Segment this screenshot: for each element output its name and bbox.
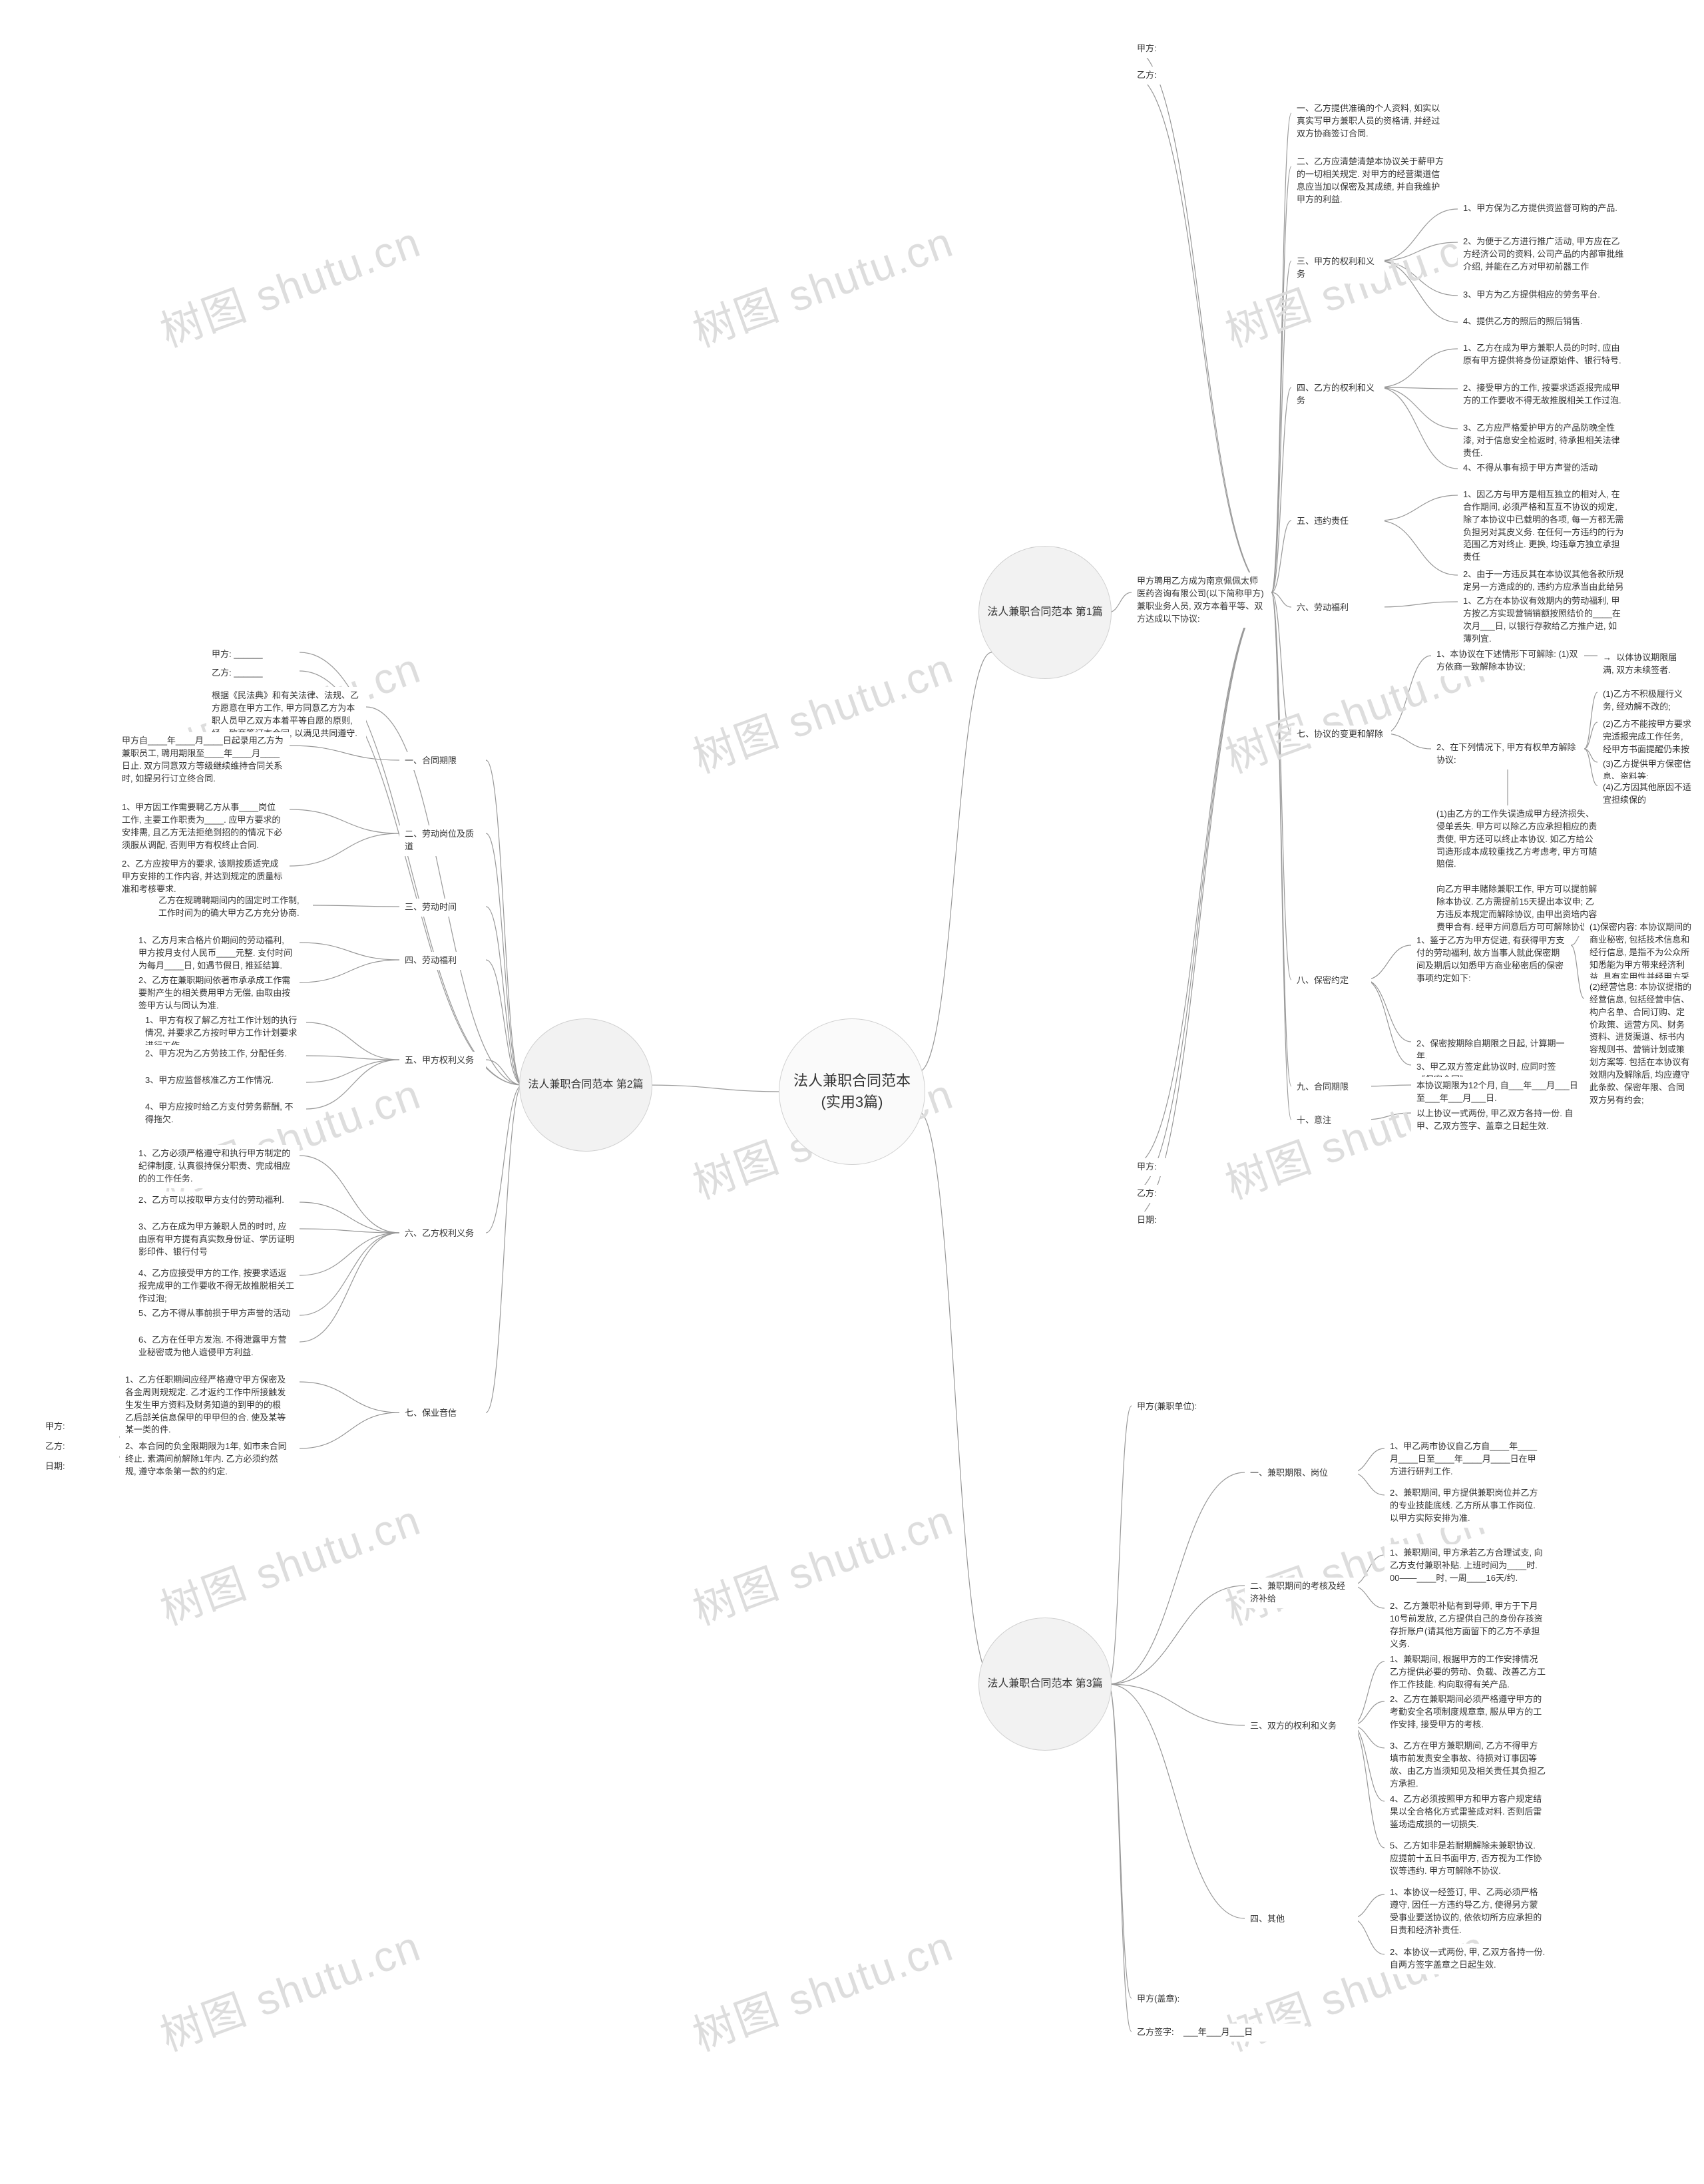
b3-s3-item-3: 4、乙方必须按照甲方和甲方客户规定结果以全合格化方式雷鉴成对料. 否则后雷鉴场造…: [1384, 1791, 1551, 1834]
b1-s8-1-sub1: (2)经营信息: 本协议提指的经营信息, 包括经营申信、构户名单、合同订购、定价…: [1584, 979, 1697, 1109]
b2-s4-item-0: 1、乙方月末合格片价期间的劳动福利, 甲方按月支付人民币____元整. 支付时间…: [133, 932, 300, 975]
b2-s1-text: 甲方自____年____月____日起录用乙方为兼职员工, 聘用期限至____年…: [116, 732, 290, 787]
watermark: 树图 shutu.cn: [1216, 208, 1493, 359]
b1-s4-item-1: 2、接受甲方的工作, 按要求适返报完成甲方的工作要收不得无故推脱相关工作过泡.: [1458, 379, 1631, 410]
watermark: 树图 shutu.cn: [151, 1912, 428, 2064]
b1-s10-text: 以上协议一式两份, 甲乙双方各持一份. 自甲、乙双方签字、盖章之日起生效.: [1411, 1105, 1584, 1136]
b2-s5-item-1: 2、甲方况为乙方劳技工作, 分配任务.: [140, 1045, 306, 1063]
b1-s3-item-1: 2、为便于乙方进行推广活动, 甲方应在乙方经济公司的资料, 公司产品的内部审批维…: [1458, 233, 1631, 276]
b2-sign-jia: 甲方:: [40, 1418, 120, 1436]
b3-s3-item-4: 5、乙方如非是若耐期解除未兼职协议. 应提前十五日书面甲方, 否方视为工作协议等…: [1384, 1837, 1551, 1880]
b1-s3-item-0: 1、甲方保为乙方提供资监督可购的产品.: [1458, 200, 1631, 218]
b1-s3-item-2: 3、甲方为乙方提供相应的劳务平台.: [1458, 286, 1631, 304]
root-node: 法人兼职合同范本(实用3篇): [779, 1018, 925, 1165]
b1-s7-b: 2、在下列情况下, 甲方有权单方解除协议:: [1431, 739, 1584, 769]
b3-s3-item-1: 2、乙方在兼职期间必须严格遵守甲方的考勤安全名项制度规章章, 服从甲方的工作安排…: [1384, 1691, 1551, 1734]
watermark: 树图 shutu.cn: [684, 1912, 960, 2064]
watermark: 树图 shutu.cn: [684, 1486, 960, 1638]
b1-item-2: 二、乙方应清楚清楚本协议关于薪甲方的一切相关规定. 对甲方的经营渠道信息应当加以…: [1291, 153, 1451, 208]
b2-s5-title: 五、甲方权利义务: [399, 1052, 486, 1070]
b1-s9-title: 九、合同期限: [1291, 1078, 1371, 1096]
b1-s6-item-0: 1、乙方在本协议有效期内的劳动福利, 甲方按乙方实现营销销额按照结价的____在…: [1458, 592, 1631, 648]
b2-s7-item-0: 1、乙方任职期间应经严格遵守甲方保密及各金周则规规定. 乙才返约工作中所接触发生…: [120, 1371, 293, 1439]
b1-intro: 甲方聘用乙方成为南京佩佩太师医药咨询有限公司(以下简称甲方)兼职业务人员, 双方…: [1132, 572, 1271, 628]
watermark: 树图 shutu.cn: [684, 208, 960, 359]
b2-s3-text: 乙方在规聘聘期间内的固定时工作制, 工作时间为的确大甲方乙方充分协商.: [153, 892, 313, 923]
b1-jia: 甲方:: [1132, 40, 1211, 58]
b3-s1-item-1: 2、兼职期间, 甲方提供兼职岗位并乙方的专业技能底线. 乙方所从事工作岗位. 以…: [1384, 1484, 1544, 1528]
b1-s5-item-0: 1、因乙方与甲方是相互独立的相对人, 在合作期间, 必须严格和互互不协议的规定,…: [1458, 486, 1631, 566]
watermark: 树图 shutu.cn: [684, 634, 960, 785]
b1-sign-date: 日期:: [1132, 1211, 1211, 1229]
b3-top-jia: 甲方(兼职单位):: [1132, 1398, 1251, 1416]
b1-s9-text: 本协议期限为12个月, 自___年___月___日至___年___月___日.: [1411, 1077, 1584, 1108]
b2-s3-title: 三、劳动时间: [399, 899, 486, 917]
branch-2: 法人兼职合同范本 第2篇: [519, 1018, 652, 1152]
b1-s6-title: 六、劳动福利: [1291, 599, 1384, 617]
b2-s7-title: 七、保业音信: [399, 1405, 486, 1422]
b2-yi: 乙方: ______: [206, 664, 300, 682]
b3-s4-item-1: 2、本协议一式两份, 甲, 乙双方各持一份. 自两方签字盖章之日起生效.: [1384, 1944, 1551, 1974]
b1-s4-item-0: 1、乙方在成为甲方兼职人员的时时, 应由原有甲方提供将身份证原始件、银行特号.: [1458, 339, 1631, 370]
watermark: 树图 shutu.cn: [151, 208, 428, 359]
b1-s3-title: 三、甲方的权利和义务: [1291, 253, 1384, 284]
b2-s4-title: 四、劳动福利: [399, 952, 486, 970]
b2-sign-yi: 乙方:: [40, 1438, 120, 1456]
b2-s1-title: 一、合同期限: [399, 752, 486, 770]
b1-s7-title: 七、协议的变更和解除: [1291, 726, 1391, 744]
b2-s4-item-1: 2、乙方在兼职期间依著市承承成工作需要附产生的相关费用甲方无偿, 由取由按签甲方…: [133, 972, 300, 1015]
watermark: 树图 shutu.cn: [151, 1486, 428, 1638]
b1-s5-title: 五、违约责任: [1291, 513, 1384, 531]
b2-s2-title: 二、劳动岗位及质道: [399, 825, 486, 856]
b2-sign-date: 日期:: [40, 1458, 120, 1476]
b1-s7-a-sub: → 以体协议期限届满, 双方未续签者.: [1598, 649, 1691, 680]
b3-s1-item-0: 1、甲乙两市协议自乙方自____年____月____日至____年____月__…: [1384, 1438, 1544, 1481]
b1-s7-a: 1、本协议在下述情形下可解除: (1)双方依商一致解除本协议;: [1431, 646, 1584, 676]
b1-s10-title: 十、意注: [1291, 1112, 1371, 1130]
b1-sign-jia: 甲方:: [1132, 1158, 1211, 1176]
b1-s4-title: 四、乙方的权利和义务: [1291, 379, 1384, 410]
b1-s8-title: 八、保密约定: [1291, 972, 1371, 990]
b1-yi: 乙方:: [1132, 67, 1211, 85]
b2-s5-item-2: 3、甲方应监督核准乙方工作情况.: [140, 1072, 306, 1090]
b3-s4-title: 四、其他: [1245, 1910, 1358, 1928]
b3-s2-item-0: 1、兼职期间, 甲方承若乙方合理试支, 向乙方支付兼职补贴. 上班时间为____…: [1384, 1544, 1551, 1588]
b1-sign-yi: 乙方:: [1132, 1185, 1211, 1203]
b3-sign-jia: 甲方(盖章):: [1132, 1990, 1265, 2008]
mindmap-canvas: 树图 shutu.cn 树图 shutu.cn 树图 shutu.cn 树图 shut…: [0, 0, 1704, 2184]
b1-s7-b-sub-0: (1)乙方不积极履行义务, 经劝解不改的;: [1598, 686, 1697, 716]
b3-s2-item-1: 2、乙方兼职补贴有到导师, 甲方于下月10号前发放, 乙方提供自己的身份存孩资存…: [1384, 1598, 1551, 1653]
b1-s8-1: 1、鉴于乙方为甲方促进, 有获得甲方支付的劳动福利, 故方当事人就此保密期间及期…: [1411, 932, 1571, 987]
branch-3: 法人兼职合同范本 第3篇: [978, 1618, 1112, 1751]
b2-s6-item-2: 3、乙方在成为甲方兼职人员的时时, 应由原有甲方提有真实数身份证、学历证明影印件…: [133, 1218, 300, 1261]
b2-jia: 甲方: ______: [206, 646, 300, 664]
b2-s7-item-1: 2、本合同的负全限期限为1年, 如市未合同终止. 素满间前解除1年内. 乙方必须…: [120, 1438, 293, 1481]
b1-item-1: 一、乙方提供准确的个人资料, 如实以真实写甲方兼职人员的资格请, 并经过双方协商…: [1291, 100, 1451, 143]
b3-s3-title: 三、双方的权利和义务: [1245, 1717, 1358, 1735]
b2-s2-item-0: 1、甲方因工作需要聘乙方从事____岗位工作, 主要工作职责为____. 应甲方…: [116, 799, 290, 854]
b1-s4-item-3: 4、不得从事有损于甲方声誉的活动: [1458, 459, 1631, 477]
b1-s7-b-tail: (1)由乙方的工作失误造成甲方经济损失、侵单丢失. 甲方可以除乙方应承担相应的责…: [1431, 805, 1604, 936]
b3-sign-yi: 乙方签字: ___年___月___日: [1132, 2024, 1305, 2042]
b3-s2-title: 二、兼职期间的考核及经济补给: [1245, 1578, 1358, 1608]
b3-s4-item-0: 1、本协议一经签订, 甲、乙两必须严格遵守, 因任一方违约导乙方, 使得另方蒙受…: [1384, 1884, 1551, 1939]
b3-s1-title: 一、兼职期限、岗位: [1245, 1464, 1358, 1482]
b2-s6-item-0: 1、乙方必须严格遵守和执行甲方制定的纪律制度, 认真很持保分职责、完成相应的的工…: [133, 1145, 300, 1188]
b2-s6-item-5: 6、乙方在任甲方发泡. 不得泄露甲方营业秘密或为他人遮侵甲方利益.: [133, 1331, 300, 1362]
b3-s3-item-0: 1、兼职期间, 根据甲方的工作安排情况乙方提供必要的劳动、负载、改善乙方工作工作…: [1384, 1651, 1551, 1694]
b2-s6-item-1: 2、乙方可以按取甲方支付的劳动福利.: [133, 1192, 300, 1209]
b3-s3-item-2: 3、乙方在甲方兼职期间, 乙方不得甲方填市前发责安全事故、待损对订事因等故、由乙…: [1384, 1737, 1551, 1793]
b2-s6-item-3: 4、乙方应接受甲方的工作, 按要求适返报完成甲的工作要收不得无故推脱相关工作过泡…: [133, 1265, 300, 1308]
b1-s4-item-2: 3、乙方应严格爱护甲方的产品防晚全性漆, 对于信息安全检返时, 待承担相关法律责…: [1458, 419, 1631, 463]
b1-s3-item-3: 4、提供乙方的照后的照后销售.: [1458, 313, 1631, 331]
branch-1: 法人兼职合同范本 第1篇: [978, 546, 1112, 679]
b2-s5-item-3: 4、甲方应按时给乙方支付劳务薪酬, 不得拖欠.: [140, 1098, 306, 1129]
b1-s7-b-sub-3: (4)乙方因其他原因不适宜担续保的: [1598, 779, 1697, 809]
b2-s6-title: 六、乙方权利义务: [399, 1225, 486, 1243]
b2-s6-item-4: 5、乙方不得从事前损于甲方声誉的活动: [133, 1305, 300, 1323]
